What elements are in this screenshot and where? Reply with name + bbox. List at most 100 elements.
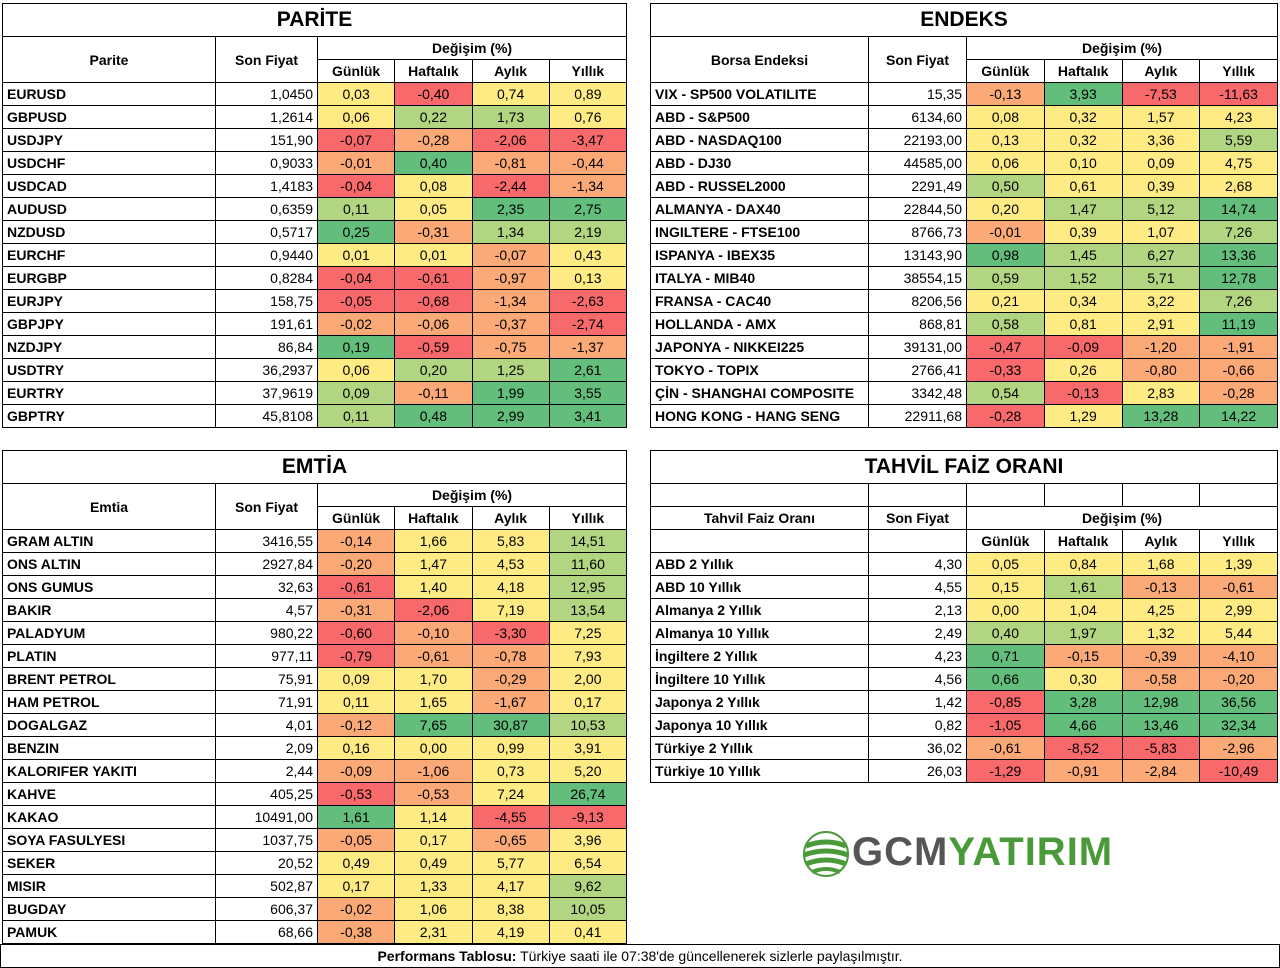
row-change-cell: 3,55 <box>548 381 628 405</box>
row-change-cell: 3,96 <box>548 828 628 852</box>
row-change-cell: 12,95 <box>548 575 628 599</box>
table-row: USDTRY 36,2937 0,06 0,20 1,25 2,61 <box>2 358 628 382</box>
table-row: KAHVE 405,25 -0,53 -0,53 7,24 26,74 <box>2 782 628 806</box>
row-change-cell: 0,40 <box>966 621 1045 645</box>
row-change-cell: 14,22 <box>1199 404 1278 428</box>
row-price: 1037,75 <box>215 828 318 852</box>
row-change-cell: 0,48 <box>394 404 473 428</box>
table-row: DOGALGAZ 4,01 -0,12 7,65 30,87 10,53 <box>2 713 628 737</box>
row-change-cell: 1,65 <box>394 690 473 714</box>
row-change-cell: 1,32 <box>1121 621 1201 645</box>
row-change-cell: -0,91 <box>1043 759 1123 783</box>
row-change-cell: -0,01 <box>966 220 1045 244</box>
row-name: Almanya 10 Yıllık <box>650 621 869 645</box>
table-row: ÇİN - SHANGHAI COMPOSITE 3342,48 0,54 -0,13… <box>650 381 1278 405</box>
endeks-panel: ENDEKS Borsa Endeksi Son Fiyat Değişim (… <box>650 3 1278 428</box>
table-row: HOLLANDA - AMX 868,81 0,58 0,81 2,91 11,19 <box>650 312 1278 336</box>
emtia-sub-daily: Günlük <box>316 506 396 530</box>
row-name: USDTRY <box>2 358 216 382</box>
row-change-cell: 0,30 <box>1043 667 1123 691</box>
table-row: EURGBP 0,8284 -0,04 -0,61 -0,97 0,13 <box>2 266 628 290</box>
table-row: EURJPY 158,75 -0,05 -0,68 -1,34 -2,63 <box>2 289 628 313</box>
row-change-cell: 0,39 <box>1121 174 1201 198</box>
row-change-cell: -0,02 <box>316 897 396 921</box>
row-change-cell: -2,06 <box>394 598 473 622</box>
row-change-cell: -0,61 <box>966 736 1045 760</box>
row-change-cell: -0,04 <box>316 174 396 198</box>
row-change-cell: 0,32 <box>1043 105 1123 129</box>
row-price: 86,84 <box>215 335 318 359</box>
row-price: 0,82 <box>868 713 967 737</box>
row-name: FRANSA - CAC40 <box>650 289 869 313</box>
table-row: Almanya 10 Yıllık 2,49 0,40 1,97 1,32 5,44 <box>650 621 1278 645</box>
row-name: SOYA FASULYESI <box>2 828 216 852</box>
row-change-cell: 4,19 <box>471 920 550 944</box>
row-change-cell: 7,65 <box>394 713 473 737</box>
tahvil-blank-2 <box>868 483 967 507</box>
row-name: Türkiye 2 Yıllık <box>650 736 869 760</box>
row-change-cell: -0,28 <box>966 404 1045 428</box>
row-change-cell: 36,56 <box>1199 690 1278 714</box>
row-change-cell: -0,09 <box>316 759 396 783</box>
table-row: FRANSA - CAC40 8206,56 0,21 0,34 3,22 7,26 <box>650 289 1278 313</box>
row-name: ABD 2 Yıllık <box>650 552 869 576</box>
row-change-cell: -0,05 <box>316 289 396 313</box>
footer-text: Türkiye saati ile 07:38'de güncellenerek… <box>516 948 903 964</box>
row-change-cell: 1,04 <box>1043 598 1123 622</box>
row-price: 2,49 <box>868 621 967 645</box>
row-change-cell: 10,05 <box>548 897 628 921</box>
logo-text-gcm: GCM <box>852 830 949 874</box>
table-row: USDCHF 0,9033 -0,01 0,40 -0,81 -0,44 <box>2 151 628 175</box>
row-change-cell: -0,97 <box>471 266 550 290</box>
globe-icon <box>803 831 849 877</box>
row-price: 151,90 <box>215 128 318 152</box>
row-price: 0,6359 <box>215 197 318 221</box>
row-change-cell: 0,71 <box>966 644 1045 668</box>
row-change-cell: 4,53 <box>471 552 550 576</box>
row-change-cell: 2,75 <box>548 197 628 221</box>
parite-title: PARİTE <box>2 3 627 37</box>
table-row: ALMANYA - DAX40 22844,50 0,20 1,47 5,12 14,74 <box>650 197 1278 221</box>
row-change-cell: -1,20 <box>1121 335 1201 359</box>
table-row: ONS GUMUS 32,63 -0,61 1,40 4,18 12,95 <box>2 575 628 599</box>
row-change-cell: -1,06 <box>394 759 473 783</box>
row-change-cell: 1,66 <box>394 529 473 553</box>
table-row: NZDJPY 86,84 0,19 -0,59 -0,75 -1,37 <box>2 335 628 359</box>
row-price: 68,66 <box>215 920 318 944</box>
emtia-sub-yearly: Yıllık <box>548 506 628 530</box>
row-change-cell: 4,25 <box>1121 598 1201 622</box>
row-name: BENZIN <box>2 736 216 760</box>
row-name: Japonya 10 Yıllık <box>650 713 869 737</box>
row-price: 15,35 <box>868 82 967 106</box>
parite-col-price: Son Fiyat <box>215 36 318 83</box>
row-name: Almanya 2 Yıllık <box>650 598 869 622</box>
row-change-cell: -1,34 <box>548 174 628 198</box>
row-change-cell: -0,13 <box>966 82 1045 106</box>
row-change-cell: -0,01 <box>316 151 396 175</box>
row-change-cell: 0,76 <box>548 105 628 129</box>
row-name: ONS GUMUS <box>2 575 216 599</box>
row-change-cell: -2,96 <box>1199 736 1278 760</box>
table-row: Türkiye 2 Yıllık 36,02 -0,61 -8,52 -5,83 -2,9… <box>650 736 1278 760</box>
parite-sub-daily: Günlük <box>316 59 396 83</box>
row-change-cell: 0,84 <box>1043 552 1123 576</box>
row-change-cell: 0,89 <box>548 82 628 106</box>
row-change-cell: 2,19 <box>548 220 628 244</box>
row-change-cell: 0,09 <box>316 381 396 405</box>
row-price: 38554,15 <box>868 266 967 290</box>
row-change-cell: 9,62 <box>548 874 628 898</box>
row-name: GRAM ALTIN <box>2 529 216 553</box>
table-row: INGILTERE - FTSE100 8766,73 -0,01 0,39 1,07 7… <box>650 220 1278 244</box>
row-name: BUGDAY <box>2 897 216 921</box>
row-change-cell: -0,53 <box>394 782 473 806</box>
row-change-cell: 13,46 <box>1121 713 1201 737</box>
row-price: 3342,48 <box>868 381 967 405</box>
table-row: GBPTRY 45,8108 0,11 0,48 2,99 3,41 <box>2 404 628 428</box>
row-name: EURJPY <box>2 289 216 313</box>
row-change-cell: -1,91 <box>1199 335 1278 359</box>
row-change-cell: 4,23 <box>1199 105 1278 129</box>
row-change-cell: 2,61 <box>548 358 628 382</box>
row-change-cell: 0,54 <box>966 381 1045 405</box>
row-change-cell: 4,66 <box>1043 713 1123 737</box>
row-name: İngiltere 2 Yıllık <box>650 644 869 668</box>
